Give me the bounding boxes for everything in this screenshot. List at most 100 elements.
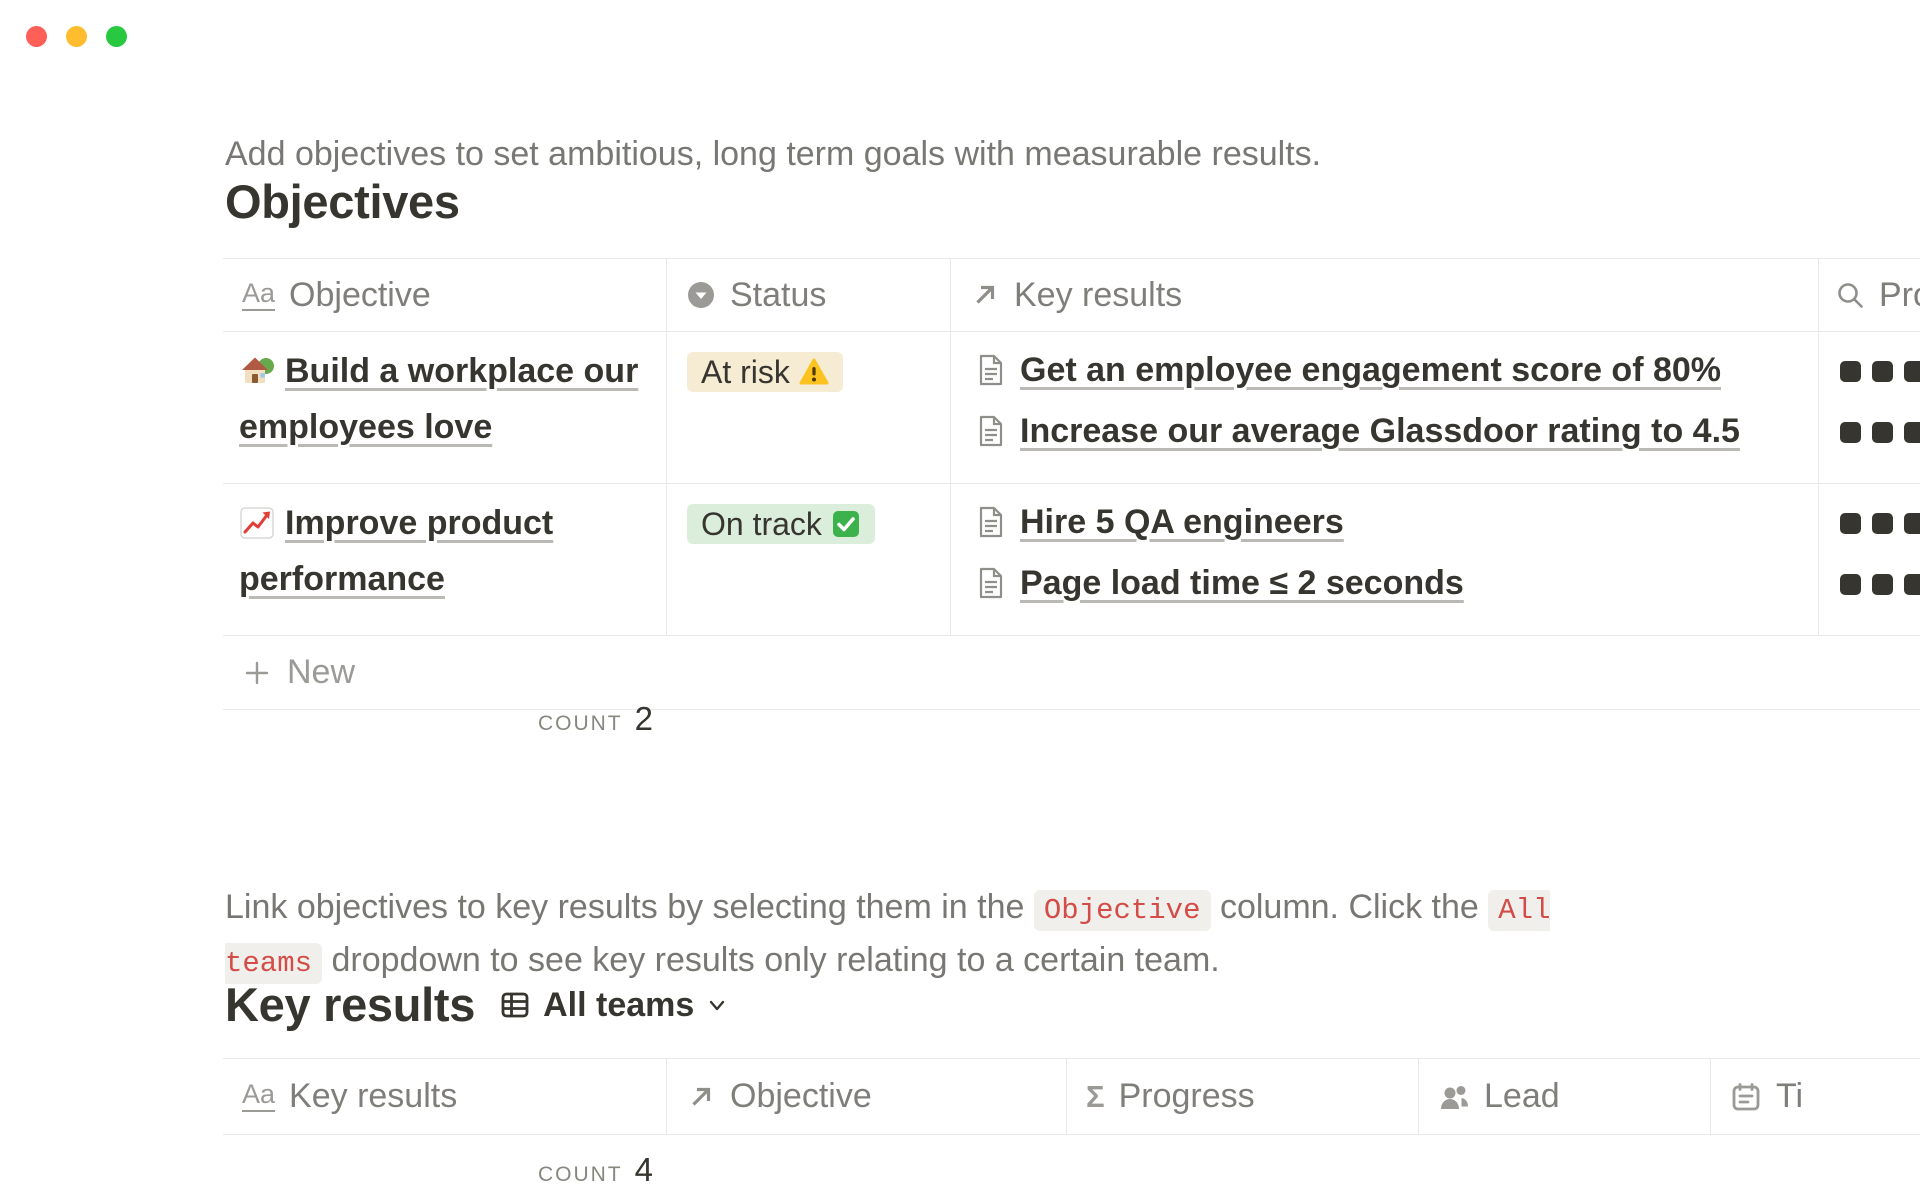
page-icon bbox=[979, 415, 1003, 447]
column-label: Ti bbox=[1776, 1077, 1804, 1115]
column-header-objective[interactable]: Aa Objective bbox=[223, 259, 667, 331]
column-header-progress[interactable]: Σ Progress bbox=[1067, 1059, 1419, 1134]
title-icon: Aa bbox=[242, 279, 276, 311]
note-paragraph: Link objectives to key results by select… bbox=[225, 883, 1637, 988]
note-text: Link objectives to key results by select… bbox=[225, 888, 1034, 926]
column-label: Lead bbox=[1484, 1077, 1560, 1115]
column-label: Key results bbox=[1014, 275, 1183, 314]
page-icon bbox=[979, 354, 1003, 386]
count-value: 2 bbox=[634, 700, 653, 737]
minimize-button[interactable] bbox=[66, 26, 87, 47]
column-label: Progress bbox=[1118, 1077, 1255, 1115]
key-result-item: Page load time ≤ 2 seconds bbox=[977, 560, 1818, 606]
page-icon bbox=[979, 506, 1003, 538]
warning-emoji bbox=[799, 358, 829, 385]
objective-cell: Build a workplace our employees love bbox=[223, 332, 667, 483]
table-row: Build a workplace our employees love At … bbox=[223, 332, 1920, 484]
progress-bar bbox=[1840, 422, 1920, 443]
key-results-count-aggregate[interactable]: COUNT 4 bbox=[223, 1151, 667, 1189]
progress-segment bbox=[1904, 513, 1920, 534]
code-span-objective: Objective bbox=[1033, 890, 1211, 931]
key-result-link[interactable]: Increase our average Glassdoor rating to… bbox=[1020, 411, 1740, 450]
count-value: 4 bbox=[634, 1151, 653, 1188]
objectives-count-aggregate[interactable]: COUNT 2 bbox=[223, 700, 667, 738]
page-icon bbox=[979, 567, 1003, 599]
column-label: Objective bbox=[730, 1077, 872, 1115]
relation-arrow-icon bbox=[692, 1087, 711, 1106]
chart-increasing-emoji bbox=[239, 505, 275, 555]
note-text: column. Click the bbox=[1210, 888, 1489, 926]
key-result-link[interactable]: Hire 5 QA engineers bbox=[1020, 502, 1344, 541]
column-header-key-results[interactable]: Aa Key results bbox=[223, 1059, 667, 1134]
progress-segment bbox=[1872, 513, 1893, 534]
check-mark-emoji bbox=[832, 511, 859, 537]
key-results-table: Aa Key results Objective Σ Progress Lead… bbox=[223, 1058, 1920, 1135]
progress-bar bbox=[1840, 574, 1920, 595]
close-button[interactable] bbox=[26, 26, 47, 47]
column-header-key-results[interactable]: Key results bbox=[951, 259, 1819, 331]
progress-segment bbox=[1872, 361, 1893, 382]
column-label: Status bbox=[730, 275, 827, 314]
column-header-lead[interactable]: Lead bbox=[1419, 1059, 1711, 1134]
relation-arrow-icon bbox=[976, 285, 995, 304]
column-label: Objective bbox=[289, 275, 431, 314]
progress-segment bbox=[1872, 574, 1893, 595]
progress-bar bbox=[1840, 361, 1920, 382]
rollup-search-icon bbox=[1838, 283, 1863, 308]
column-label: Pro bbox=[1879, 275, 1920, 314]
progress-segment bbox=[1904, 422, 1920, 443]
key-result-link[interactable]: Get an employee engagement score of 80% bbox=[1020, 350, 1722, 389]
objectives-heading: Objectives bbox=[225, 175, 460, 228]
progress-segment bbox=[1840, 574, 1861, 595]
window-controls bbox=[26, 26, 127, 47]
progress-cell bbox=[1819, 484, 1920, 635]
intro-text: Add objectives to set ambitious, long te… bbox=[225, 135, 1322, 173]
status-pill-at-risk[interactable]: At risk bbox=[687, 352, 843, 392]
objective-cell: Improve product performance bbox=[223, 484, 667, 635]
view-selector-label: All teams bbox=[543, 985, 695, 1024]
zoom-button[interactable] bbox=[106, 26, 127, 47]
plus-icon bbox=[245, 661, 269, 684]
key-result-item: Get an employee engagement score of 80% bbox=[977, 347, 1818, 393]
count-label: COUNT bbox=[537, 1163, 623, 1186]
status-label: On track bbox=[701, 505, 822, 542]
column-header-status[interactable]: Status bbox=[667, 259, 951, 331]
key-result-link[interactable]: Page load time ≤ 2 seconds bbox=[1020, 563, 1464, 602]
title-icon: Aa bbox=[242, 1081, 276, 1112]
progress-segment bbox=[1872, 422, 1893, 443]
house-with-garden-emoji bbox=[239, 353, 275, 403]
view-selector-all-teams[interactable]: All teams bbox=[499, 986, 728, 1025]
calendar-icon bbox=[1732, 1082, 1760, 1110]
key-results-heading: Key results bbox=[225, 978, 476, 1031]
progress-segment bbox=[1840, 422, 1861, 443]
progress-cell bbox=[1819, 332, 1920, 483]
progress-segment bbox=[1840, 513, 1861, 534]
status-cell: At risk bbox=[667, 332, 951, 483]
formula-icon: Σ bbox=[1086, 1079, 1105, 1114]
key-results-table-header: Aa Key results Objective Σ Progress Lead… bbox=[223, 1059, 1920, 1135]
note-text: dropdown to see key results only relatin… bbox=[322, 940, 1220, 979]
objectives-table-header: Aa Objective Status Key results Pro bbox=[223, 259, 1920, 332]
progress-segment bbox=[1904, 574, 1920, 595]
key-results-heading-row: Key results All teams bbox=[225, 980, 728, 1030]
progress-segment bbox=[1904, 361, 1920, 382]
column-header-progress[interactable]: Pro bbox=[1819, 259, 1920, 331]
column-header-objective[interactable]: Objective bbox=[667, 1059, 1067, 1134]
chevron-down-icon bbox=[710, 1000, 725, 1011]
progress-segment bbox=[1840, 361, 1861, 382]
key-results-cell: Hire 5 QA engineers Page load time ≤ 2 s… bbox=[951, 484, 1819, 635]
status-label: At risk bbox=[701, 353, 790, 390]
objectives-table: Aa Objective Status Key results Pro Buil… bbox=[223, 258, 1920, 710]
objective-link[interactable]: Build a workplace our employees love bbox=[239, 352, 639, 446]
status-pill-on-track[interactable]: On track bbox=[687, 504, 875, 544]
column-label: Key results bbox=[289, 1077, 458, 1115]
key-results-cell: Get an employee engagement score of 80% … bbox=[951, 332, 1819, 483]
objective-link[interactable]: Improve product performance bbox=[239, 504, 554, 598]
column-header-timeline[interactable]: Ti bbox=[1711, 1059, 1920, 1134]
key-result-item: Increase our average Glassdoor rating to… bbox=[977, 408, 1818, 454]
select-icon bbox=[688, 282, 714, 308]
new-row-button[interactable]: New bbox=[223, 636, 1920, 710]
key-result-item: Hire 5 QA engineers bbox=[977, 499, 1818, 545]
count-label: COUNT bbox=[537, 712, 623, 735]
